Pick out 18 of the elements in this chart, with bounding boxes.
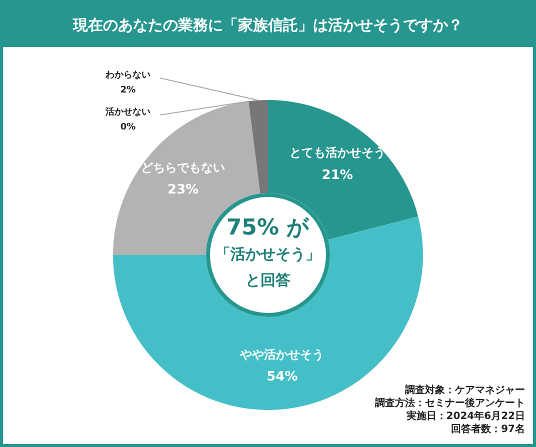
data-label: 21% [322, 168, 353, 183]
slice-label: やや活かせそう [239, 347, 324, 362]
data-label: 23% [168, 182, 199, 198]
text: 75% が [226, 216, 310, 241]
text: と回答 [246, 270, 290, 289]
text: 0% [120, 122, 136, 132]
data-label: 2% [120, 85, 136, 96]
slice-label: わからない [104, 70, 150, 80]
category-label: 活かせない [106, 107, 150, 118]
data-label: 54% [266, 370, 298, 385]
chart-title: 現在のあなたの業務に「家族信託」は活かせそうですか？ [3, 3, 533, 47]
text: 調査方法：セミナー後アンケート [375, 397, 525, 410]
text: 回答者数：97名 [450, 423, 525, 436]
slice-label: どちらでもない [141, 160, 226, 174]
text: 実施日：2024年6月22日 [405, 410, 525, 423]
text: 「活かせそう」 [216, 244, 320, 263]
text: 調査対象：ケアマネジャー [404, 384, 525, 397]
slice-label: とても活かせそう [289, 146, 386, 160]
